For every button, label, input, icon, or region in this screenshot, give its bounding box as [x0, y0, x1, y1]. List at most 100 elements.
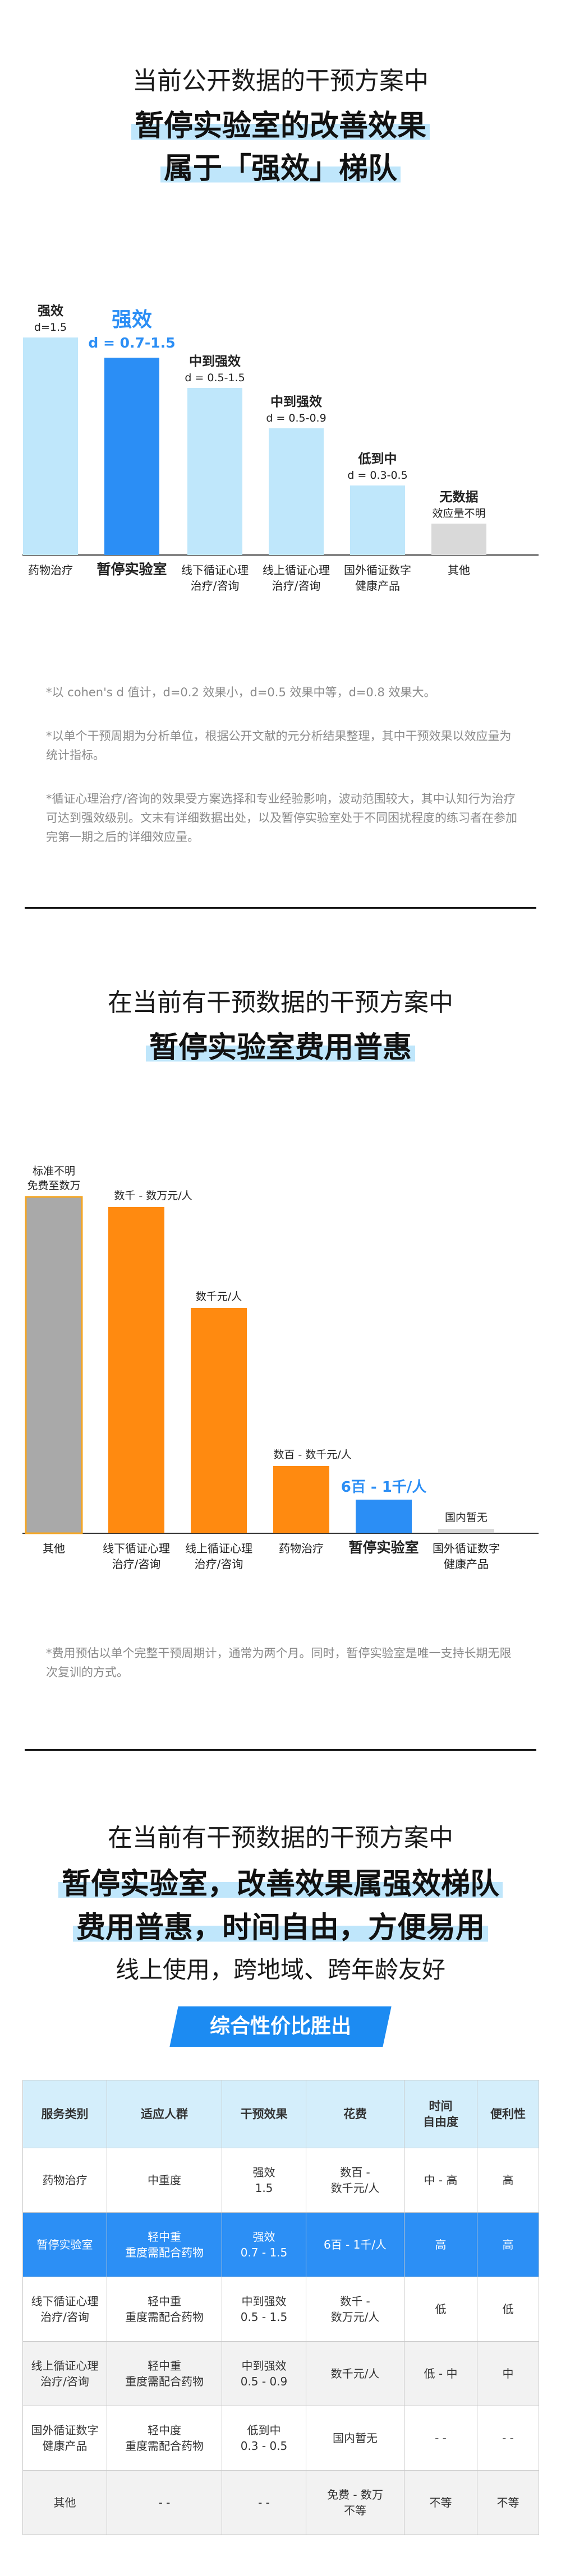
data-label: 效应量不明: [432, 507, 485, 520]
data-label: d = 0.5-0.9: [266, 412, 326, 424]
tick-label: 药物治疗: [28, 563, 73, 577]
section1-note-3: *循证心理治疗/咨询的效果受方案选择和专业经验影响，波动范围较大，其中认知行为治…: [46, 792, 517, 844]
data-label: d = 0.7-1.5: [88, 335, 175, 351]
table-cell: 高: [477, 2148, 539, 2213]
table-row: 其他 - -- - 免费 - 数万 不等 不等 不等: [22, 2470, 539, 2535]
section1-line3: 属于「强效」梯队: [0, 145, 561, 187]
tier-label: 中到强效: [270, 394, 322, 409]
table-cell: 低 - 中: [404, 2341, 477, 2406]
section1-note-1: *以 cohen's d 值计，d=0.2 效果小，d=0.5 效果中等，d=0…: [46, 686, 436, 699]
table-header-cell: 花费: [306, 2080, 404, 2148]
tier-label: 强效: [38, 303, 63, 318]
table-header-cell: 便利性: [477, 2080, 539, 2148]
data-label: 数百 - 数千元/人: [273, 1449, 351, 1461]
bar: [356, 1500, 412, 1533]
table-cell: 国外循证数字 健康产品: [22, 2406, 107, 2471]
table-header-cell: 时间 自由度: [404, 2080, 477, 2148]
table-cell: 强效 0.7 - 1.5: [222, 2212, 306, 2277]
tick-label: 其他: [43, 1542, 65, 1555]
bar: [269, 428, 324, 555]
table-cell: 药物治疗: [22, 2148, 107, 2213]
table-cell: 数百 - 数千元/人: [306, 2148, 404, 2213]
table-cell: - -: [404, 2406, 477, 2471]
section1-line2: 暂停实验室的改善效果: [0, 102, 561, 144]
table-cell: 轻中重 重度需配合药物: [107, 2277, 222, 2342]
table-row: 线上循证心理 治疗/咨询 轻中重 重度需配合药物 中到强效 0.5 - 0.9 数千元…: [22, 2341, 539, 2406]
tick-label: 健康产品: [355, 579, 400, 593]
tier-label: 中到强效: [189, 354, 241, 369]
data-label: d=1.5: [34, 321, 67, 334]
bar: [350, 485, 405, 555]
table-cell: 6百 - 1千/人: [306, 2212, 404, 2277]
section3-line2: 暂停实验室，改善效果属强效梯队: [0, 1860, 561, 1902]
bar: [438, 1529, 494, 1533]
table-cell: 轻中重 重度需配合药物: [107, 2341, 222, 2406]
table-cell: 国内暂无: [306, 2406, 404, 2471]
table-row: 药物治疗 中重度 强效 1.5 数百 - 数千元/人中 - 高高: [22, 2148, 539, 2213]
bar: [191, 1308, 247, 1533]
table-cell: - -: [107, 2470, 222, 2535]
table-cell: 强效 1.5: [222, 2148, 306, 2213]
table-cell: 中: [477, 2341, 539, 2406]
table-cell: 不等: [477, 2470, 539, 2535]
tick-label: 国外循证数字: [433, 1542, 500, 1555]
data-label: 数千元/人: [196, 1291, 242, 1303]
section3-line3: 费用普惠，时间自由，方便易用: [0, 1904, 561, 1946]
table-cell: 轻中重 重度需配合药物: [107, 2212, 222, 2277]
bar: [187, 388, 242, 555]
section3-line1: 在当前有干预数据的干预方案中: [108, 1824, 453, 1852]
section2-line1: 在当前有干预数据的干预方案中: [108, 988, 453, 1017]
bar: [23, 337, 78, 555]
table-cell: 暂停实验室: [22, 2212, 107, 2277]
tick-label: 线上循证心理: [185, 1542, 252, 1555]
table-header-cell: 服务类别: [22, 2080, 107, 2148]
efficacy-bar-chart: 强效 d=1.5 药物治疗 强效 d = 0.7-1.5 暂停实验室 中到强效 d = 0.5…: [22, 303, 539, 593]
tick-label: 其他: [448, 563, 470, 577]
data-label: 国内暂无: [445, 1511, 488, 1524]
tick-label: 线上循证心理: [263, 563, 330, 577]
table-cell: - -: [222, 2470, 306, 2535]
table-header-row: 服务类别 适应人群 干预效果 花费 时间 自由度 便利性: [22, 2080, 539, 2148]
table-cell: 低: [404, 2277, 477, 2342]
tick-label: 线下循证心理: [181, 563, 249, 577]
table-cell: - -: [477, 2406, 539, 2471]
tick-label: 国外循证数字: [344, 563, 411, 577]
data-label: 数千 - 数万元/人: [114, 1190, 192, 1202]
tier-label: 低到中: [358, 452, 397, 466]
table-header-cell: 干预效果: [222, 2080, 306, 2148]
data-label: 6百 - 1千/人: [341, 1479, 427, 1496]
bar: [273, 1466, 329, 1533]
data-label: 标准不明: [33, 1165, 75, 1177]
tick-label: 治疗/咨询: [191, 579, 240, 593]
tier-label: 无数据: [440, 490, 479, 505]
tick-label: 治疗/咨询: [195, 1557, 243, 1571]
bar: [108, 1207, 164, 1533]
table-cell: 不等: [404, 2470, 477, 2535]
section2-line2: 暂停实验室费用普惠: [0, 1024, 561, 1066]
table-row: 暂停实验室 轻中重 重度需配合药物 强效 0.7 - 1.5 6百 - 1千/人高高: [22, 2212, 539, 2277]
table-cell: 高: [477, 2212, 539, 2277]
comparison-table: 服务类别 适应人群 干预效果 花费 时间 自由度 便利性 药物治疗 中重度 强效 1…: [22, 2080, 539, 2535]
table-cell: 轻中度 重度需配合药物: [107, 2406, 222, 2471]
section1-note-2: *以单个干预周期为分析单位，根据公开文献的元分析结果整理，其中干预效果以效应量为…: [46, 729, 512, 762]
table-cell: 线下循证心理 治疗/咨询: [22, 2277, 107, 2342]
tick-label: 线下循证心理: [103, 1542, 170, 1555]
summary-banner: 综合性价比胜出: [169, 2006, 392, 2047]
table-cell: 数千 - 数万元/人: [306, 2277, 404, 2342]
tier-label: 强效: [112, 308, 152, 331]
table-cell: 数千元/人: [306, 2341, 404, 2406]
tick-label: 暂停实验室: [348, 1539, 419, 1556]
table-cell: 中到强效 0.5 - 0.9: [222, 2341, 306, 2406]
tick-label: 治疗/咨询: [272, 579, 321, 593]
table-cell: 中 - 高: [404, 2148, 477, 2213]
bar: [25, 1196, 83, 1534]
bar: [104, 358, 159, 555]
table-cell: 低: [477, 2277, 539, 2342]
tick-label: 治疗/咨询: [112, 1557, 161, 1571]
table-cell: 其他: [22, 2470, 107, 2535]
bar: [431, 524, 486, 555]
tick-label: 健康产品: [444, 1557, 489, 1571]
table-cell: 高: [404, 2212, 477, 2277]
section3-line4: 线上使用，跨地域、跨年龄友好: [115, 1956, 445, 1983]
